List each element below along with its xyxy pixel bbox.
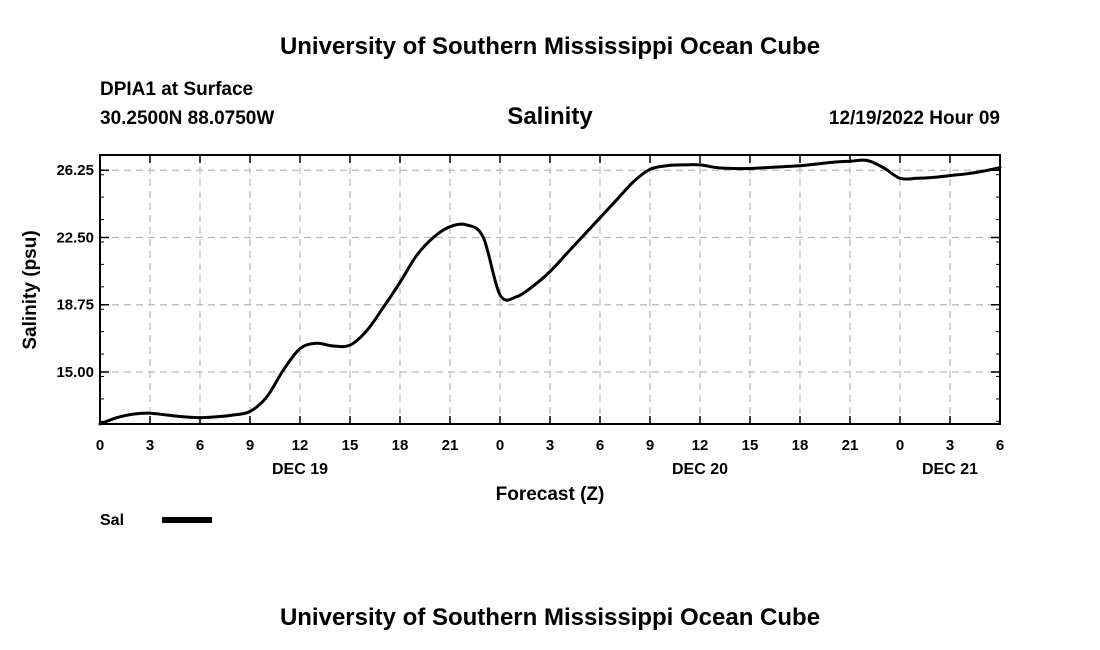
- plot-frame: [99, 154, 1001, 425]
- x-tick-label: 6: [996, 437, 1004, 454]
- x-tick-label: 12: [692, 437, 709, 454]
- x-tick-label: 6: [196, 437, 204, 454]
- y-axis-label: Salinity (psu): [20, 230, 41, 349]
- x-axis-label: Forecast (Z): [496, 484, 605, 505]
- y-tick-label: 26.25: [56, 162, 94, 179]
- day-label: DEC 21: [922, 461, 978, 478]
- x-tick-label: 3: [946, 437, 954, 454]
- x-tick-label: 18: [792, 437, 809, 454]
- x-tick-label: 0: [496, 437, 504, 454]
- x-axis-ticks: 0 3 6 9 12 15 18 21 0 3 6 9 12 15 18 21 0 3 6: [96, 155, 1004, 454]
- x-tick-label: 3: [546, 437, 554, 454]
- x-tick-label: 15: [742, 437, 759, 454]
- x-tick-label: 0: [96, 437, 104, 454]
- x-tick-label: 9: [246, 437, 254, 454]
- series-line-sal: [98, 158, 1002, 426]
- x-tick-label: 15: [342, 437, 359, 454]
- station-label: DPIA1 at Surface: [100, 79, 253, 100]
- day-label: DEC 19: [272, 461, 328, 478]
- y-tick-label: 18.75: [56, 297, 94, 314]
- x-tick-label: 3: [146, 437, 154, 454]
- x-tick-label: 9: [646, 437, 654, 454]
- x-tick-label: 6: [596, 437, 604, 454]
- x-tick-label: 12: [292, 437, 309, 454]
- timestamp: 12/19/2022 Hour 09: [829, 108, 1000, 129]
- y-axis-ticks: 15.00 18.75 22.50 26.25: [56, 162, 1000, 422]
- station-coords: 30.2500N 88.0750W: [100, 108, 274, 129]
- chart-title: Salinity: [507, 103, 593, 130]
- x-tick-label: 21: [442, 437, 459, 454]
- title-bottom: University of Southern Mississippi Ocean…: [280, 604, 820, 631]
- legend-label-sal: Sal: [100, 512, 124, 529]
- gridlines: [100, 155, 1000, 424]
- title-top: University of Southern Mississippi Ocean…: [280, 33, 820, 60]
- x-tick-label: 21: [842, 437, 859, 454]
- y-tick-label: 22.50: [56, 229, 94, 246]
- x-tick-label: 18: [392, 437, 409, 454]
- y-tick-label: 15.00: [56, 364, 94, 381]
- day-labels: DEC 19 DEC 20 DEC 21: [272, 461, 978, 478]
- x-tick-label: 0: [896, 437, 904, 454]
- day-label: DEC 20: [672, 461, 728, 478]
